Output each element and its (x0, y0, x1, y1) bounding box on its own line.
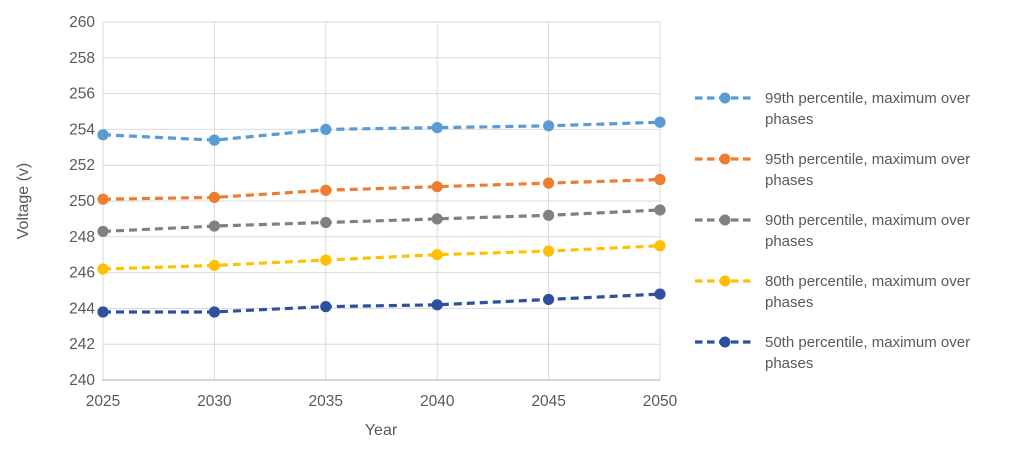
data-point-marker (208, 220, 220, 232)
data-point-marker (543, 245, 555, 257)
y-tick-label: 252 (69, 157, 95, 174)
legend-marker-icon (695, 275, 755, 287)
x-tick-label: 2045 (531, 393, 565, 410)
legend-item: 99th percentile, maximum over phases (694, 88, 997, 130)
data-point-marker (320, 216, 332, 229)
data-point-marker (208, 191, 220, 204)
data-point-marker (431, 181, 443, 193)
data-point-marker (320, 254, 332, 266)
legend-marker-icon (695, 92, 755, 104)
y-tick-label: 254 (69, 121, 95, 138)
data-point-marker (654, 204, 666, 216)
data-point-marker (654, 116, 666, 128)
data-point-marker (208, 306, 220, 318)
data-point-marker (97, 263, 109, 275)
data-point-marker (431, 299, 443, 311)
data-point-marker (543, 293, 555, 306)
y-tick-label: 250 (69, 193, 95, 210)
legend-label: 95th percentile, maximum over phases (765, 151, 971, 189)
x-tick-label: 2025 (86, 393, 120, 410)
data-point-marker (654, 288, 666, 300)
legend-item: 50th percentile, maximum over phases (694, 332, 997, 374)
data-point-marker (431, 122, 443, 134)
x-tick-label: 2035 (309, 393, 343, 410)
legend-marker-icon (695, 153, 755, 165)
data-point-marker (543, 120, 555, 132)
legend-item: 80th percentile, maximum over phases (694, 271, 997, 313)
y-tick-label: 246 (69, 265, 95, 282)
legend: 99th percentile, maximum over phases 95t… (694, 88, 997, 374)
legend-marker-icon (695, 336, 755, 348)
data-point-marker (654, 173, 666, 186)
y-tick-label: 240 (69, 372, 95, 389)
data-point-marker (320, 123, 332, 135)
legend-item: 95th percentile, maximum over phases (694, 149, 997, 191)
data-point-marker (208, 259, 220, 272)
x-axis-title: Year (364, 422, 398, 439)
data-point-marker (431, 249, 443, 261)
legend-label: 80th percentile, maximum over phases (765, 273, 971, 311)
legend-item: 90th percentile, maximum over phases (694, 210, 997, 252)
data-point-marker (543, 209, 555, 221)
data-point-marker (654, 240, 666, 252)
legend-label: 99th percentile, maximum over phases (765, 90, 971, 128)
x-tick-label: 2030 (197, 393, 232, 410)
y-tick-label: 258 (69, 50, 95, 67)
series-line (102, 244, 661, 271)
data-point-marker (97, 225, 109, 238)
y-tick-label: 242 (69, 336, 95, 353)
x-tick-label: 2040 (420, 393, 455, 410)
data-point-marker (208, 134, 220, 146)
series-line (103, 292, 661, 314)
y-tick-label: 260 (69, 14, 95, 31)
data-point-marker (97, 193, 109, 205)
legend-label: 50th percentile, maximum over phases (765, 334, 971, 372)
x-tick-label: 2050 (643, 393, 678, 410)
data-point-marker (543, 177, 555, 189)
y-tick-label: 248 (69, 229, 95, 246)
legend-marker-icon (695, 214, 755, 226)
series-line (102, 208, 661, 234)
data-point-marker (431, 213, 443, 225)
data-point-marker (97, 129, 109, 141)
y-tick-label: 244 (69, 300, 95, 317)
data-point-marker (97, 306, 109, 318)
legend-label: 90th percentile, maximum over phases (765, 212, 971, 250)
y-tick-label: 256 (69, 86, 95, 103)
data-point-marker (320, 301, 332, 313)
data-point-marker (320, 184, 332, 196)
series-line (102, 177, 661, 201)
y-axis-title: Voltage (v) (15, 162, 32, 240)
series-line (102, 120, 661, 142)
